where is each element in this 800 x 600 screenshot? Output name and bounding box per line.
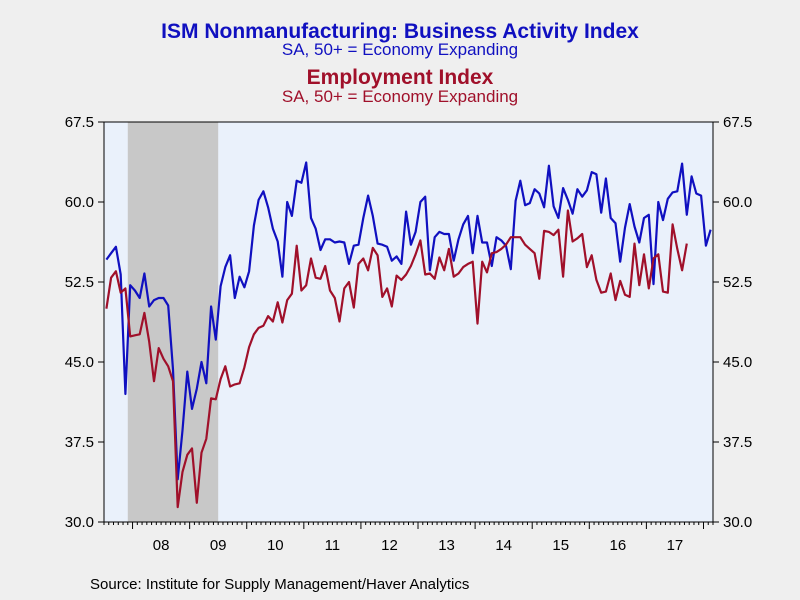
source-note: Source: Institute for Supply Management/…	[90, 576, 470, 593]
chart-title-employment: Employment Index	[306, 66, 494, 89]
x-tick-label: 17	[667, 537, 684, 554]
x-tick-label: 16	[610, 537, 627, 554]
chart-subtitle-employment: SA, 50+ = Economy Expanding	[281, 87, 519, 106]
x-tick-label: 15	[552, 537, 569, 554]
x-tick-label: 11	[325, 537, 341, 554]
x-tick-label: 12	[381, 537, 398, 554]
series-layer	[105, 161, 712, 509]
y-tick-label-right: 30.0	[723, 514, 752, 531]
x-tick-label: 08	[153, 537, 170, 554]
chart-title-business-activity: ISM Nonmanufacturing: Business Activity …	[161, 20, 639, 43]
y-tick-label-left: 45.0	[65, 354, 94, 371]
series-line-employment	[105, 209, 688, 509]
y-tick-label-right: 37.5	[723, 434, 752, 451]
y-tick-label-left: 30.0	[65, 514, 94, 531]
series-line-business-activity	[105, 161, 712, 481]
axes-layer: 30.0 30.0 37.5 37.5 45.0 45.0 52.5 52.5 60.0 60.0…	[65, 114, 752, 554]
y-tick-label-right: 60.0	[723, 194, 752, 211]
x-tick-label: 13	[438, 537, 455, 554]
y-tick-label-right: 45.0	[723, 354, 752, 371]
y-tick-label-left: 67.5	[65, 114, 94, 131]
y-tick-label-right: 67.5	[723, 114, 752, 131]
chart-subtitle-business-activity: SA, 50+ = Economy Expanding	[281, 40, 519, 59]
y-tick-label-left: 37.5	[65, 434, 94, 451]
y-tick-label-left: 60.0	[65, 194, 94, 211]
x-tick-label: 14	[495, 537, 512, 554]
y-tick-label-right: 52.5	[723, 274, 752, 291]
x-tick-label: 09	[210, 537, 227, 554]
x-tick-label: 10	[267, 537, 284, 554]
y-tick-label-left: 52.5	[65, 274, 94, 291]
